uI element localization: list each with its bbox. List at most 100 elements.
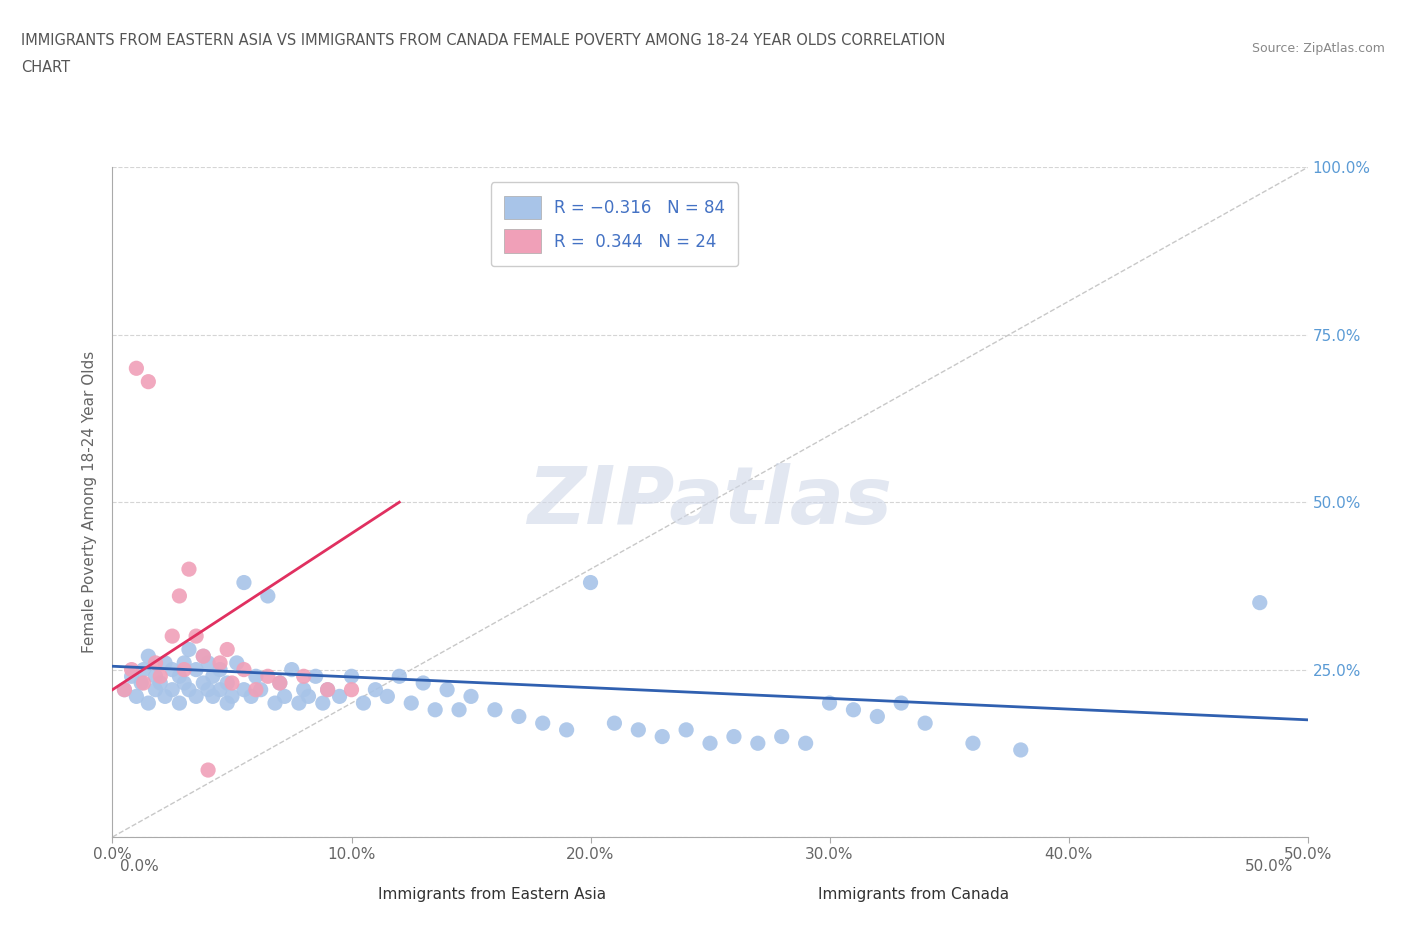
Point bbox=[257, 669, 280, 684]
Point bbox=[312, 696, 335, 711]
Point bbox=[484, 702, 506, 717]
Point bbox=[114, 683, 135, 698]
Point bbox=[273, 689, 295, 704]
Point bbox=[186, 689, 208, 704]
Point bbox=[240, 689, 263, 704]
Point bbox=[232, 662, 256, 677]
Point bbox=[208, 662, 231, 677]
Point bbox=[169, 696, 191, 711]
Point bbox=[245, 683, 267, 698]
Point bbox=[225, 656, 247, 671]
Point bbox=[125, 689, 148, 704]
Point bbox=[364, 683, 387, 698]
Point bbox=[145, 683, 167, 698]
Point bbox=[208, 683, 231, 698]
Point bbox=[651, 729, 673, 744]
Point bbox=[193, 649, 215, 664]
Point bbox=[340, 669, 363, 684]
Point bbox=[186, 629, 208, 644]
Text: 50.0%: 50.0% bbox=[1246, 859, 1294, 874]
Legend: R = −0.316   N = 84, R =  0.344   N = 24: R = −0.316 N = 84, R = 0.344 N = 24 bbox=[491, 182, 738, 266]
Point bbox=[412, 675, 434, 690]
Point bbox=[579, 575, 602, 590]
Point bbox=[197, 683, 219, 698]
Point bbox=[436, 683, 458, 698]
Point bbox=[866, 709, 889, 724]
Text: Immigrants from Eastern Asia: Immigrants from Eastern Asia bbox=[378, 887, 606, 902]
Point bbox=[304, 669, 326, 684]
Point bbox=[232, 575, 256, 590]
Point bbox=[269, 675, 291, 690]
Point bbox=[217, 675, 239, 690]
Point bbox=[460, 689, 482, 704]
Point bbox=[770, 729, 793, 744]
Point bbox=[447, 702, 470, 717]
Point bbox=[153, 656, 176, 671]
Point bbox=[173, 675, 195, 690]
Text: IMMIGRANTS FROM EASTERN ASIA VS IMMIGRANTS FROM CANADA FEMALE POVERTY AMONG 18-2: IMMIGRANTS FROM EASTERN ASIA VS IMMIGRAN… bbox=[21, 33, 945, 47]
Point bbox=[531, 716, 554, 731]
Point bbox=[186, 662, 208, 677]
Point bbox=[699, 736, 721, 751]
Point bbox=[125, 361, 148, 376]
Point bbox=[132, 662, 155, 677]
Text: ZIPatlas: ZIPatlas bbox=[527, 463, 893, 541]
Point bbox=[132, 675, 155, 690]
Point bbox=[257, 589, 280, 604]
Point bbox=[193, 649, 215, 664]
Point bbox=[264, 696, 287, 711]
Point bbox=[197, 656, 219, 671]
Point bbox=[794, 736, 817, 751]
Text: Immigrants from Canada: Immigrants from Canada bbox=[818, 887, 1010, 902]
Point bbox=[675, 723, 697, 737]
Point bbox=[297, 689, 319, 704]
Point bbox=[208, 656, 231, 671]
Text: CHART: CHART bbox=[21, 60, 70, 75]
Point bbox=[388, 669, 411, 684]
Point bbox=[747, 736, 769, 751]
Point bbox=[340, 683, 363, 698]
Point bbox=[1010, 742, 1032, 757]
Point bbox=[162, 683, 183, 698]
Point bbox=[555, 723, 578, 737]
Point bbox=[162, 662, 183, 677]
Point bbox=[723, 729, 745, 744]
Point bbox=[173, 662, 195, 677]
Point bbox=[217, 696, 239, 711]
Point bbox=[201, 689, 224, 704]
Point bbox=[508, 709, 530, 724]
Point bbox=[292, 669, 315, 684]
Point bbox=[153, 689, 176, 704]
Point bbox=[201, 669, 224, 684]
Point bbox=[177, 562, 200, 577]
Point bbox=[138, 374, 160, 389]
Point bbox=[316, 683, 339, 698]
Point bbox=[177, 642, 200, 657]
Point bbox=[129, 675, 152, 690]
Text: Source: ZipAtlas.com: Source: ZipAtlas.com bbox=[1251, 42, 1385, 55]
Point bbox=[169, 589, 191, 604]
Point bbox=[352, 696, 374, 711]
Point bbox=[627, 723, 650, 737]
Point bbox=[145, 669, 167, 684]
Point bbox=[962, 736, 984, 751]
Point bbox=[169, 669, 191, 684]
Point bbox=[149, 669, 172, 684]
Point bbox=[288, 696, 311, 711]
Point bbox=[177, 683, 200, 698]
Point bbox=[328, 689, 352, 704]
Point bbox=[401, 696, 423, 711]
Point bbox=[269, 675, 291, 690]
Y-axis label: Female Poverty Among 18-24 Year Olds: Female Poverty Among 18-24 Year Olds bbox=[82, 352, 97, 654]
Point bbox=[281, 662, 304, 677]
Point bbox=[245, 669, 267, 684]
Point bbox=[162, 629, 183, 644]
Point bbox=[217, 642, 239, 657]
Point bbox=[221, 689, 243, 704]
Point bbox=[114, 683, 135, 698]
Point bbox=[316, 683, 339, 698]
Point bbox=[425, 702, 447, 717]
Point bbox=[193, 675, 215, 690]
Point bbox=[121, 669, 143, 684]
Point bbox=[292, 683, 315, 698]
